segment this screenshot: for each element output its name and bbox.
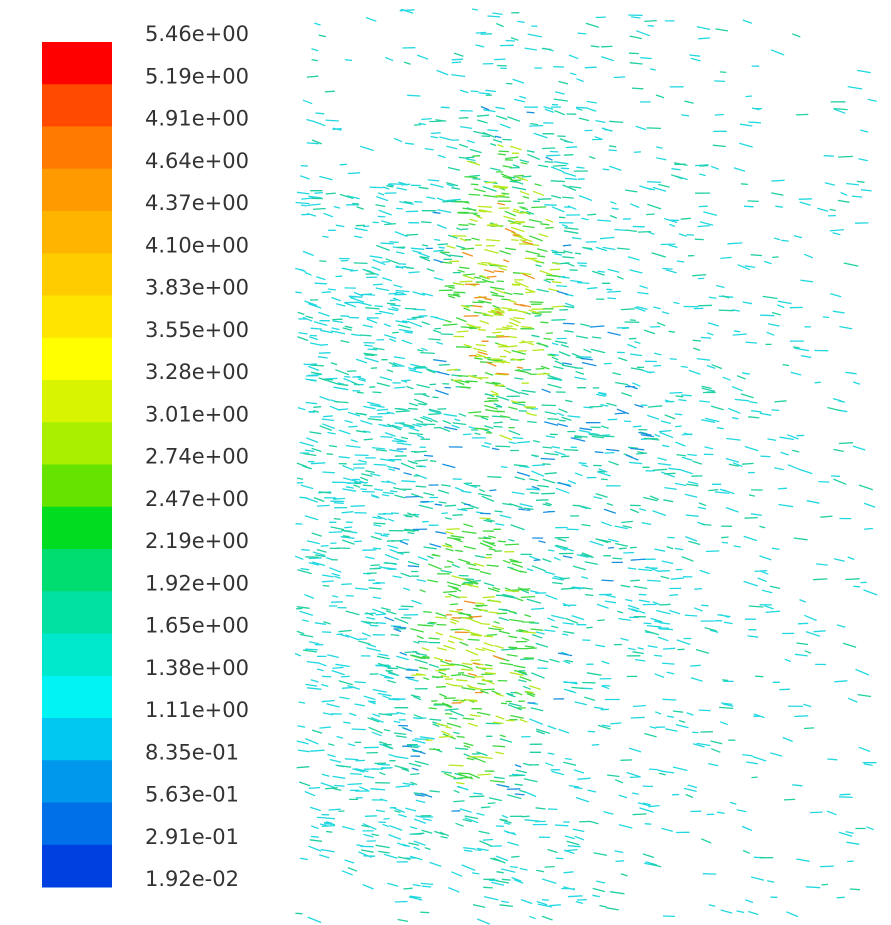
color-band (42, 844, 112, 888)
color-band (42, 802, 112, 846)
colorbar-label: 5.63e-01 (145, 783, 239, 807)
vectors (295, 12, 874, 923)
colorbar-label: 2.91e-01 (145, 825, 239, 849)
colorbar-label: 5.46e+00 (145, 22, 249, 46)
vectors (384, 105, 654, 812)
color-band (42, 760, 112, 803)
colorbar-labels: 5.46e+00 5.19e+00 4.91e+00 4.64e+00 4.37e+00… (145, 22, 249, 891)
colorbar-label: 1.65e+00 (145, 614, 249, 638)
colorbar-label: 3.28e+00 (145, 360, 249, 384)
color-band (42, 126, 112, 170)
color-band (42, 464, 112, 508)
vectors (411, 143, 565, 785)
color-band (42, 253, 112, 296)
colorbar-label: 3.83e+00 (145, 276, 249, 300)
colorbar-label: 4.91e+00 (145, 107, 249, 131)
colorbar-label: 1.11e+00 (145, 698, 249, 722)
colorbar-label: 3.55e+00 (145, 318, 249, 342)
color-band (42, 633, 112, 677)
color-band (42, 337, 112, 381)
vector-field (294, 8, 878, 925)
color-band (42, 380, 112, 423)
colorbar-label: 2.47e+00 (145, 487, 249, 511)
colorbar-label: 2.74e+00 (145, 445, 249, 469)
colorbar-label: 3.01e+00 (145, 402, 249, 426)
color-band (42, 549, 112, 592)
color-band (42, 675, 112, 719)
color-band (42, 211, 112, 254)
colorbar-label: 1.92e+00 (145, 571, 249, 595)
vectors (294, 8, 878, 925)
colorbar-label: 4.64e+00 (145, 149, 249, 173)
color-band (42, 591, 112, 634)
color-band (42, 84, 112, 127)
color-band (42, 295, 112, 339)
color-band (42, 422, 112, 465)
colorbar-label: 4.37e+00 (145, 191, 249, 215)
colorbar-label: 1.92e-02 (145, 867, 239, 891)
color-band (42, 718, 112, 761)
colorbar-label: 4.10e+00 (145, 233, 249, 257)
color-band (42, 42, 112, 85)
colorbar-label: 1.38e+00 (145, 656, 249, 680)
color-band (42, 168, 112, 212)
colorbar-label: 8.35e-01 (145, 740, 239, 764)
colorbar (42, 42, 112, 888)
vectors (444, 202, 536, 704)
colorbar-label: 5.19e+00 (145, 64, 249, 88)
color-band (42, 506, 112, 550)
colorbar-label: 2.19e+00 (145, 529, 249, 553)
